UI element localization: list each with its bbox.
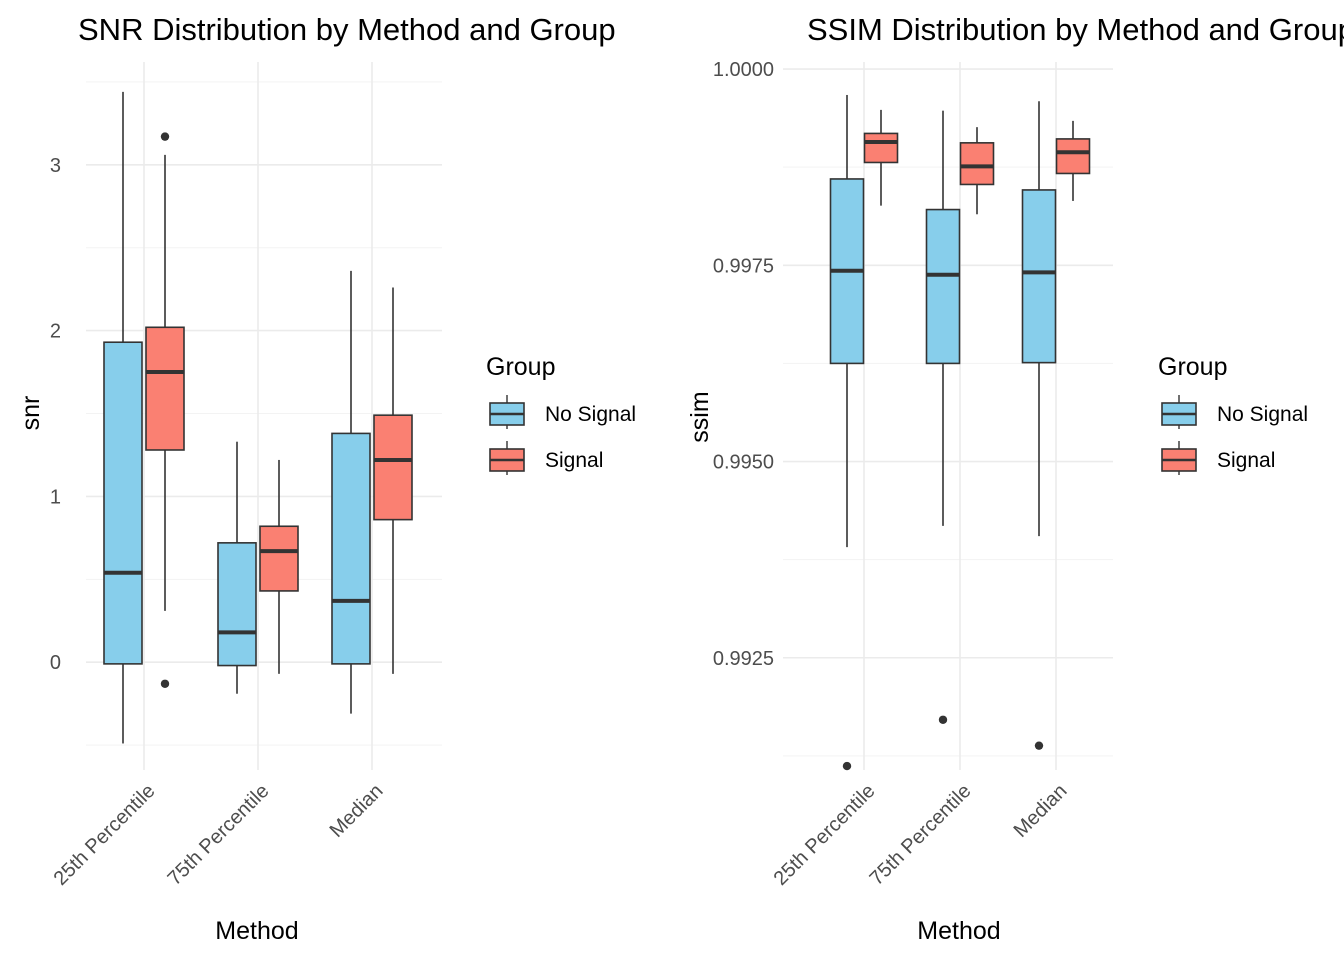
legend-label: Signal bbox=[545, 449, 603, 472]
legend-item-signal: Signal bbox=[1161, 441, 1275, 475]
legend-label: Signal bbox=[1217, 449, 1275, 472]
box-body bbox=[331, 432, 371, 665]
ssim-y-tick-labels: 0.9925 0.9950 0.9975 1.0000 bbox=[713, 59, 774, 670]
ssim-box-signal-1 bbox=[959, 127, 995, 215]
y-tick-label: 2 bbox=[50, 321, 61, 343]
outlier-point bbox=[1034, 741, 1044, 750]
y-tick-label: 0 bbox=[50, 652, 61, 674]
snr-box-signal-0 bbox=[145, 132, 185, 688]
outlier-point bbox=[842, 761, 852, 771]
snr-box-signal-2 bbox=[373, 287, 413, 674]
y-tick-label: 0.9975 bbox=[713, 255, 774, 277]
x-tick-label: Median bbox=[326, 780, 388, 842]
ssim-boxes bbox=[829, 94, 1091, 771]
y-tick-label: 0.9950 bbox=[713, 452, 774, 474]
box-body bbox=[373, 414, 413, 521]
x-tick-label: Median bbox=[1010, 780, 1072, 842]
snr-y-axis-title: snr bbox=[17, 396, 45, 431]
ssim-box-signal-0 bbox=[863, 109, 899, 206]
ssim-chart-title: SSIM Distribution by Method and Group bbox=[807, 12, 1344, 47]
snr-box-no-signal-1 bbox=[217, 441, 257, 694]
x-tick-label: 75th Percentile bbox=[866, 780, 976, 890]
outlier-point bbox=[938, 715, 948, 724]
box-body bbox=[863, 132, 899, 164]
snr-chart-title: SNR Distribution by Method and Group bbox=[78, 12, 616, 47]
y-tick-label: 1 bbox=[50, 486, 61, 508]
x-tick-label: 25th Percentile bbox=[770, 780, 880, 890]
legend-label: No Signal bbox=[1217, 403, 1308, 426]
snr-legend-items: No Signal Signal bbox=[489, 395, 636, 475]
ssim-box-no-signal-1 bbox=[925, 110, 961, 724]
snr-y-tick-labels: 0 1 2 3 bbox=[50, 155, 61, 674]
box-body bbox=[1055, 138, 1091, 175]
ssim-legend-title: Group bbox=[1158, 353, 1227, 381]
ssim-plot-area bbox=[783, 62, 1113, 771]
box-body bbox=[1021, 189, 1057, 364]
snr-legend-title: Group bbox=[486, 353, 555, 381]
snr-box-no-signal-0 bbox=[103, 91, 143, 744]
snr-box-no-signal-2 bbox=[331, 270, 371, 714]
snr-chart: SNR Distribution by Method and Group 0 1 2… bbox=[17, 12, 636, 945]
snr-x-axis-title: Method bbox=[215, 917, 298, 945]
outlier-point bbox=[160, 679, 170, 688]
snr-box-signal-1 bbox=[259, 459, 299, 674]
box-body bbox=[145, 326, 185, 451]
ssim-box-no-signal-0 bbox=[829, 94, 865, 771]
box-body bbox=[217, 542, 257, 667]
y-tick-label: 1.0000 bbox=[713, 59, 774, 81]
ssim-x-axis-title: Method bbox=[917, 917, 1000, 945]
x-tick-label: 75th Percentile bbox=[164, 780, 274, 890]
snr-gridlines bbox=[86, 62, 442, 770]
y-tick-label: 0.9925 bbox=[713, 648, 774, 670]
snr-x-tick-labels: 25th Percentile 75th Percentile Median bbox=[50, 780, 388, 890]
snr-plot-area bbox=[86, 62, 442, 770]
ssim-box-no-signal-2 bbox=[1021, 101, 1057, 750]
legend-item-signal: Signal bbox=[489, 441, 603, 475]
ssim-y-axis-title: ssim bbox=[686, 391, 714, 442]
legend-item-no-signal: No Signal bbox=[489, 395, 636, 429]
box-body bbox=[103, 341, 143, 665]
ssim-legend-items: No Signal Signal bbox=[1161, 395, 1308, 475]
ssim-box-signal-2 bbox=[1055, 120, 1091, 201]
box-body bbox=[959, 142, 995, 186]
box-body bbox=[925, 208, 961, 365]
legend-item-no-signal: No Signal bbox=[1161, 395, 1308, 429]
box-body bbox=[259, 525, 299, 592]
ssim-legend: Group No Signal Signal bbox=[1158, 353, 1308, 475]
ssim-chart: SSIM Distribution by Method and Group 0.… bbox=[686, 12, 1344, 945]
x-tick-label: 25th Percentile bbox=[50, 780, 160, 890]
legend-label: No Signal bbox=[545, 403, 636, 426]
snr-legend: Group No Signal Signal bbox=[486, 353, 636, 475]
snr-boxes bbox=[103, 91, 413, 744]
outlier-point bbox=[160, 132, 170, 141]
y-tick-label: 3 bbox=[50, 155, 61, 177]
